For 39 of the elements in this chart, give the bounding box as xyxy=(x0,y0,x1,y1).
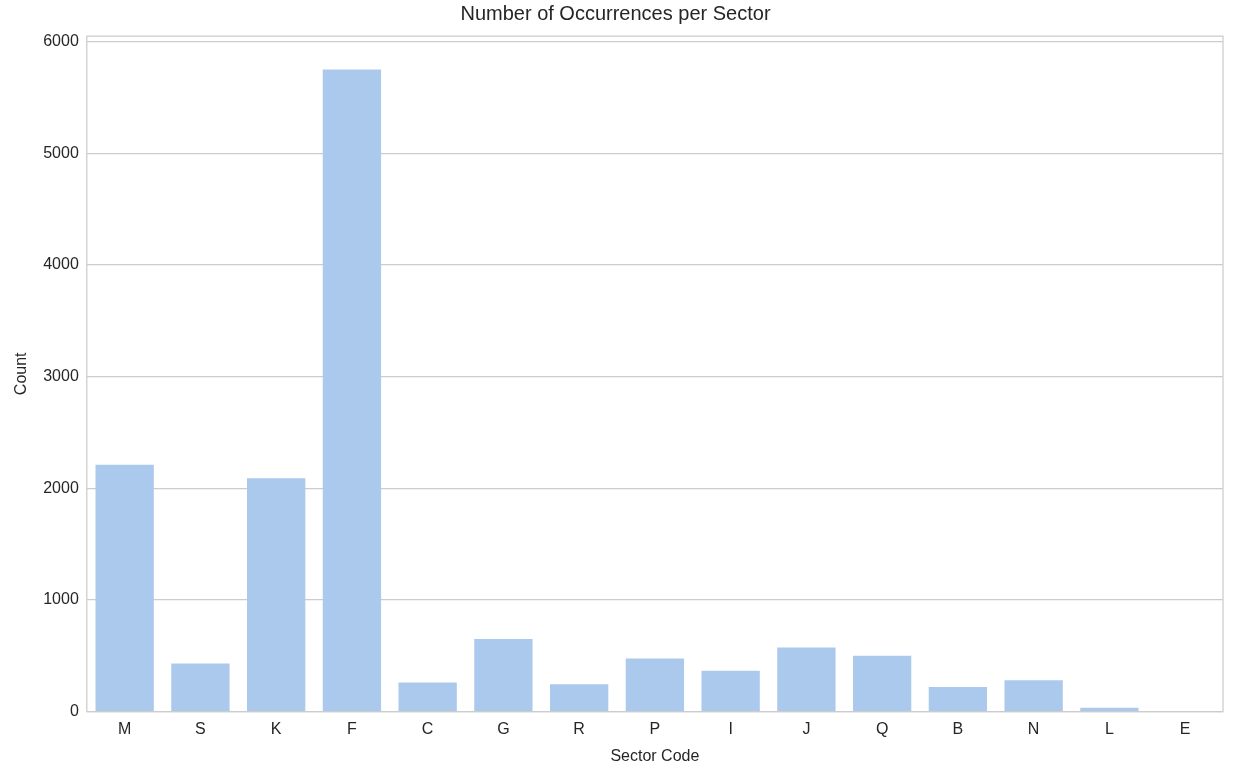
bar xyxy=(247,478,306,711)
bar xyxy=(474,639,533,711)
x-axis-title: Sector Code xyxy=(610,746,700,764)
bar xyxy=(852,655,912,711)
y-tick-label: 3000 xyxy=(43,367,79,384)
bar xyxy=(701,670,760,711)
x-tick-label: F xyxy=(347,719,358,737)
x-tick-label: S xyxy=(195,719,206,737)
bar xyxy=(549,684,609,711)
y-tick-label: 1000 xyxy=(43,590,79,608)
y-tick-label: 2000 xyxy=(43,478,79,496)
y-tick-label: 5000 xyxy=(43,143,79,161)
bar xyxy=(171,663,230,711)
x-tick-label: R xyxy=(573,719,585,737)
y-axis-title: Count xyxy=(12,351,30,396)
x-tick-label: M xyxy=(118,719,132,737)
x-tick-label: P xyxy=(649,719,661,737)
bar xyxy=(1080,707,1139,711)
bar xyxy=(95,464,154,711)
y-tick-label: 0 xyxy=(69,702,79,720)
bar xyxy=(322,69,382,711)
x-tick-label: N xyxy=(1027,719,1040,737)
bar xyxy=(928,687,988,711)
bar xyxy=(398,682,457,711)
chart-title: Number of Occurrences per Sector xyxy=(460,1,771,24)
bar xyxy=(777,647,836,711)
x-tick-label: G xyxy=(497,719,510,737)
x-tick-label: L xyxy=(1104,719,1114,737)
x-tick-label: I xyxy=(728,719,733,737)
y-tick-label: 6000 xyxy=(43,31,79,49)
x-tick-label: J xyxy=(802,719,811,737)
x-tick-label: K xyxy=(270,719,282,737)
x-tick-label: C xyxy=(421,719,434,737)
x-tick-label: Q xyxy=(875,719,889,737)
x-tick-label: E xyxy=(1179,719,1191,737)
y-tick-label: 4000 xyxy=(43,255,79,273)
bar xyxy=(625,658,685,711)
x-tick-label: B xyxy=(952,719,964,737)
bar xyxy=(1004,680,1063,711)
